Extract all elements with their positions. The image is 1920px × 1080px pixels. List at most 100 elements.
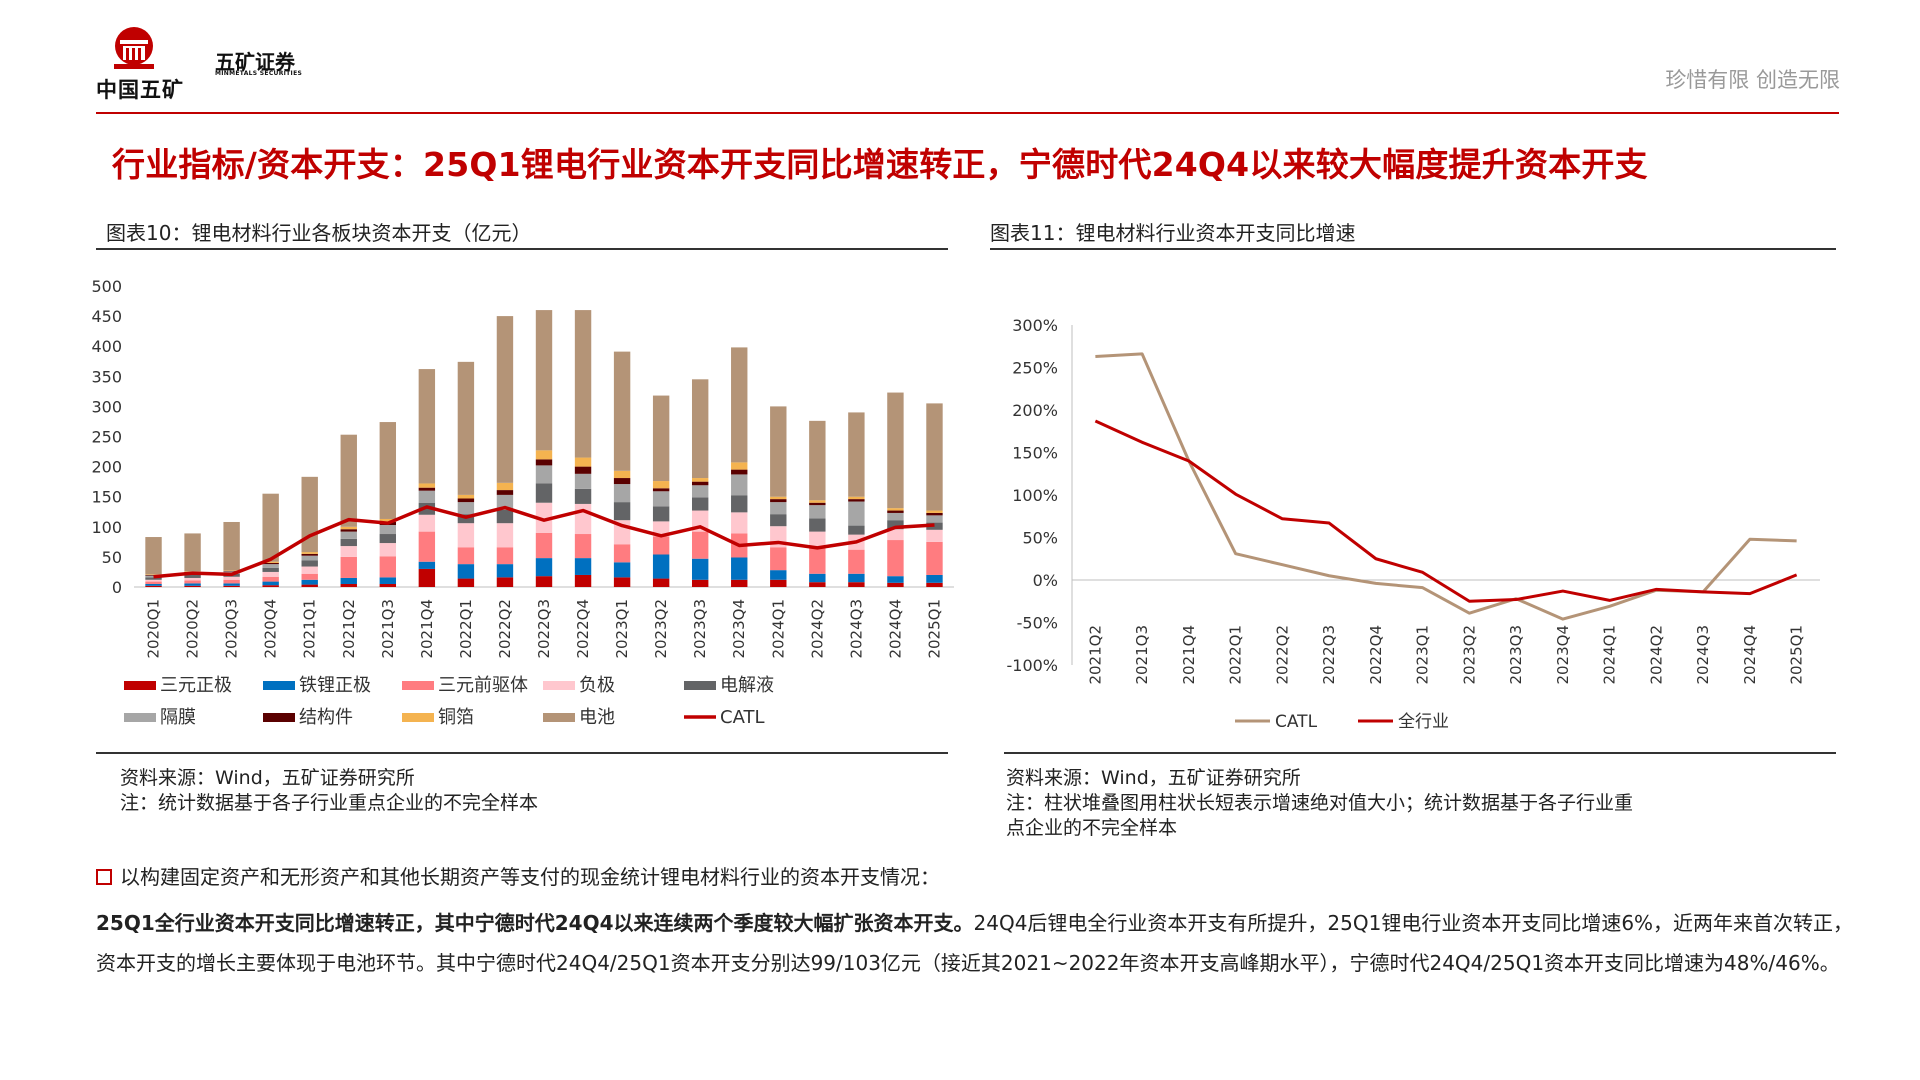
- bar-segment: [613, 351, 631, 471]
- y-tick-label: 250%: [1012, 359, 1058, 378]
- legend-label: 结构件: [299, 707, 353, 728]
- bar-segment: [809, 518, 826, 532]
- bar-segment: [926, 515, 943, 523]
- bar-segment: [770, 579, 787, 587]
- analysis-bold-lead: 25Q1全行业资本开支同比增速转正，其中宁德时代24Q4以来连续两个季度较大幅扩…: [96, 911, 974, 935]
- bar-segment: [613, 502, 631, 521]
- legend-swatch: [543, 681, 575, 690]
- bar-segment: [770, 570, 787, 580]
- bar-segment: [379, 422, 397, 519]
- bar-segment: [223, 579, 240, 584]
- bar-segment: [926, 512, 943, 516]
- x-tick-label: 2021Q4: [418, 599, 436, 659]
- legend-label: 铁锂正极: [299, 675, 371, 696]
- bar-segment: [496, 490, 514, 495]
- bar-segment: [379, 518, 397, 522]
- bar-segment: [184, 533, 201, 572]
- bar-segment: [379, 543, 397, 557]
- bar-segment: [809, 500, 826, 503]
- bar-segment: [731, 557, 748, 580]
- bar-segment: [535, 465, 553, 484]
- legend-label: CATL: [720, 707, 765, 728]
- bar-segment: [691, 485, 709, 498]
- bar-segment: [809, 502, 826, 506]
- bar-segment: [731, 512, 748, 534]
- bar-segment: [496, 482, 514, 491]
- capex-stacked-bar-chart: 2020Q1 2020Q2 2020Q3 2020Q4 2021Q1 2021Q2 2021…: [91, 277, 954, 728]
- bar-segment: [301, 552, 318, 554]
- bar-segment: [691, 558, 709, 580]
- bar-segment: [535, 558, 553, 577]
- bar-segment: [887, 529, 904, 541]
- bar-segment: [770, 514, 787, 527]
- bar-segment: [184, 577, 201, 581]
- catl-line: [153, 505, 935, 579]
- x-tick-label: 2022Q1: [1227, 625, 1245, 685]
- bar-segment: [457, 547, 475, 565]
- bar-segment: [301, 566, 318, 574]
- bar-segment: [457, 494, 475, 499]
- x-tick-label: 2021Q2: [340, 599, 358, 659]
- bar-segment: [887, 576, 904, 583]
- bar-segment: [418, 369, 436, 484]
- y-tick-label: 400: [91, 337, 122, 356]
- legend-label: 负极: [579, 675, 615, 696]
- x-tick-label: 2023Q3: [691, 599, 709, 659]
- bar-segment: [496, 564, 514, 578]
- bar-segment: [574, 574, 592, 587]
- bar-segment: [926, 574, 943, 583]
- x-tick-label: 2024Q1: [769, 599, 787, 659]
- bar-segment: [574, 558, 592, 575]
- analysis-paragraph: 25Q1全行业资本开支同比增速转正，其中宁德时代24Q4以来连续两个季度较大幅扩…: [96, 903, 1856, 983]
- bar-segment: [457, 498, 475, 503]
- bar-segment: [301, 555, 318, 561]
- left-title-rule: [96, 248, 948, 250]
- bar-segment: [691, 481, 709, 486]
- legend-label: 电池: [579, 707, 615, 728]
- x-tick-label: 2023Q2: [652, 599, 670, 659]
- bar-segment: [301, 560, 318, 567]
- bar-segment: [770, 502, 787, 515]
- x-tick-label: 2022Q3: [1320, 625, 1338, 685]
- x-tick-label: 2023Q4: [1554, 625, 1572, 685]
- x-tick-label: 2022Q2: [1273, 625, 1291, 685]
- legend-swatch: [402, 713, 434, 722]
- bar-segment: [301, 553, 318, 556]
- bar-segment: [652, 488, 670, 492]
- legend-swatch: [684, 681, 716, 690]
- bar-segment: [731, 469, 748, 475]
- bar-segment: [652, 521, 670, 537]
- bar-segment: [496, 316, 514, 483]
- legend-swatch: [402, 681, 434, 690]
- minmetals-emblem-icon: [114, 27, 154, 69]
- bar-segment: [535, 483, 553, 503]
- bar-segment: [770, 547, 787, 571]
- bar-segment: [848, 525, 865, 535]
- bar-segment: [691, 478, 709, 482]
- bar-segment: [418, 487, 436, 491]
- bar-segment: [184, 574, 201, 578]
- right-note-line1: 注：柱状堆叠图用柱状长短表示增速绝对值大小；统计数据基于各子行业重: [1006, 792, 1634, 814]
- bar-segment: [652, 395, 670, 482]
- bar-segment: [145, 574, 162, 575]
- bar-segment: [340, 577, 357, 584]
- legend-label: 电解液: [720, 675, 774, 696]
- bar-segment: [379, 524, 397, 535]
- bar-segment: [340, 526, 357, 530]
- right-chart-title: 图表11：锂电材料行业资本开支同比增速: [990, 221, 1356, 245]
- header-divider: [96, 112, 1839, 114]
- bar-segment: [731, 462, 748, 470]
- left-source-rule: [96, 752, 948, 754]
- bar-segment: [340, 538, 357, 547]
- y-tick-label: 300: [91, 397, 122, 416]
- y-tick-label: 200%: [1012, 401, 1058, 420]
- bar-segment: [926, 582, 943, 587]
- bar-segment: [652, 536, 670, 555]
- bar-segment: [145, 577, 162, 580]
- bar-segment: [926, 541, 943, 575]
- bar-segment: [262, 564, 279, 568]
- bar-segment: [613, 544, 631, 563]
- bar-segment: [535, 532, 553, 559]
- bar-segment: [223, 521, 240, 571]
- bar-segment: [809, 420, 826, 501]
